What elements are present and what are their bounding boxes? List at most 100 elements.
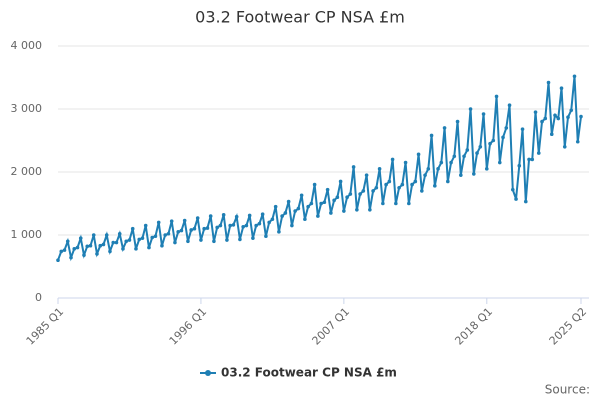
data-point: [530, 157, 535, 162]
data-point: [59, 249, 64, 254]
data-point: [186, 239, 190, 244]
data-point: [472, 172, 476, 176]
data-point: [452, 154, 457, 159]
data-point: [410, 182, 414, 187]
data-point: [546, 80, 551, 85]
data-point: [442, 126, 447, 130]
data-point: [293, 209, 297, 213]
data-point: [491, 138, 496, 143]
data-point: [484, 167, 489, 171]
data-point: [520, 127, 525, 131]
y-tick-label: 2 000: [11, 165, 43, 178]
data-point: [374, 185, 379, 190]
data-point: [98, 243, 103, 248]
data-point: [114, 240, 119, 245]
data-point: [228, 223, 232, 228]
data-point: [137, 237, 142, 242]
data-point: [309, 201, 314, 206]
data-point: [514, 197, 518, 201]
data-point: [127, 238, 132, 242]
data-point: [130, 226, 135, 231]
data-point: [215, 225, 219, 230]
data-point: [543, 116, 548, 121]
data-point: [143, 223, 148, 228]
data-point: [192, 226, 197, 231]
data-point: [111, 240, 116, 245]
data-point: [208, 214, 213, 218]
data-point: [556, 116, 561, 121]
data-point: [322, 200, 327, 205]
data-point: [169, 219, 174, 223]
x-tick-label: 1985 Q1: [24, 305, 67, 348]
data-point: [332, 198, 336, 203]
data-point: [510, 187, 515, 192]
data-point: [390, 157, 395, 162]
data-point: [241, 225, 245, 229]
data-point: [303, 217, 307, 222]
data-point: [501, 135, 505, 140]
data-point: [95, 252, 99, 256]
data-point: [338, 179, 343, 184]
data-point: [270, 217, 275, 222]
data-point: [507, 103, 512, 108]
data-point: [75, 245, 80, 250]
data-point: [465, 148, 470, 152]
data-point: [423, 173, 427, 177]
data-point: [462, 154, 466, 159]
data-point: [147, 245, 151, 250]
data-point: [342, 209, 346, 213]
data-point: [247, 213, 252, 218]
data-point: [140, 236, 145, 240]
data-point: [351, 165, 356, 169]
data-point: [364, 173, 369, 177]
data-point: [234, 214, 239, 219]
data-point: [420, 189, 424, 193]
data-point: [572, 74, 577, 79]
data-point: [205, 226, 210, 230]
data-point: [244, 223, 249, 228]
data-point: [436, 167, 440, 171]
data-point: [156, 220, 161, 225]
data-point: [160, 243, 164, 248]
data-point: [394, 201, 398, 206]
data-point: [475, 151, 479, 155]
data-point: [371, 189, 375, 193]
data-point: [163, 233, 167, 237]
data-point: [413, 179, 418, 184]
data-point: [355, 208, 359, 212]
data-point: [202, 226, 206, 231]
data-point: [335, 195, 340, 199]
data-point: [166, 231, 171, 236]
data-point: [221, 213, 226, 217]
data-point: [488, 141, 492, 146]
data-point: [319, 201, 323, 206]
data-point: [225, 238, 229, 242]
data-point: [199, 238, 203, 242]
data-point: [108, 249, 112, 254]
data-point: [566, 115, 570, 119]
data-point: [426, 167, 431, 171]
data-point: [212, 239, 216, 244]
data-point: [101, 242, 106, 247]
data-point: [459, 173, 463, 177]
data-point: [312, 182, 317, 187]
data-point: [78, 236, 83, 240]
legend-item: 03.2 Footwear CP NSA £m: [200, 366, 397, 380]
data-point: [400, 182, 405, 187]
data-point: [517, 163, 522, 168]
data-point: [368, 208, 372, 212]
data-point: [536, 151, 541, 155]
data-point: [153, 234, 158, 239]
data-point: [218, 223, 223, 228]
data-point: [56, 258, 60, 263]
data-point: [65, 239, 70, 244]
data-point: [361, 189, 366, 193]
data-point: [478, 145, 483, 149]
data-point: [553, 113, 557, 118]
data-point: [117, 231, 122, 236]
data-point: [540, 119, 544, 124]
data-point: [481, 112, 486, 116]
data-point: [286, 199, 291, 204]
data-point: [62, 248, 67, 252]
data-point: [195, 216, 200, 220]
